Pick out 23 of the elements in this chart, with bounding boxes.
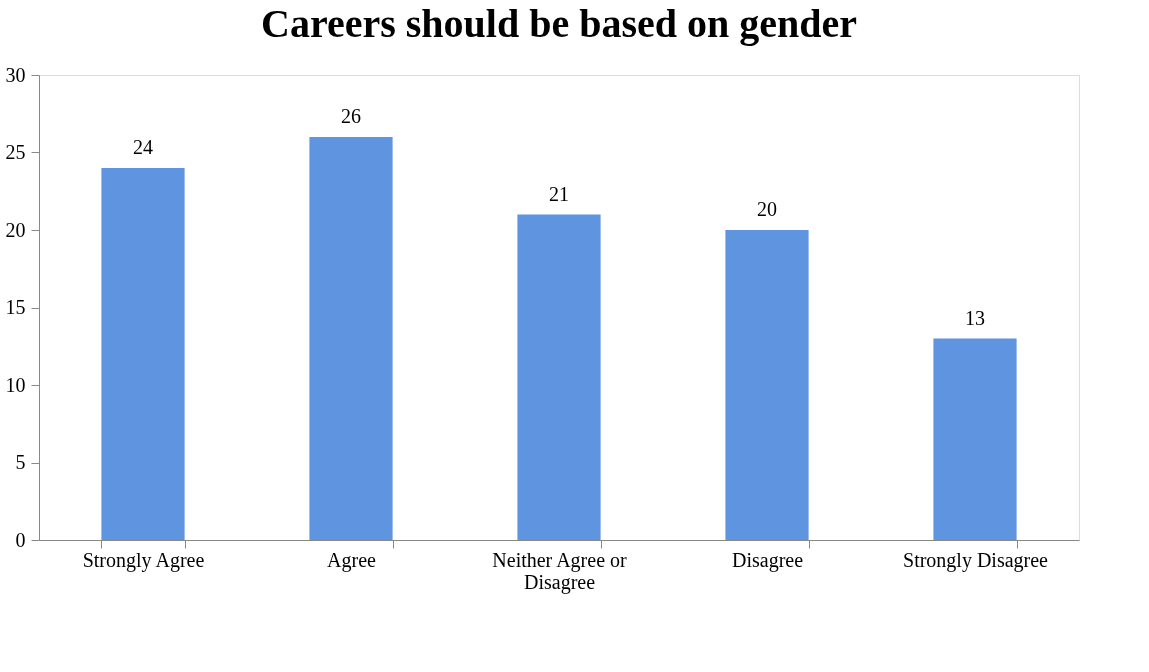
y-tick-label: 0 bbox=[15, 528, 26, 551]
bar bbox=[517, 214, 601, 540]
bar bbox=[933, 338, 1017, 540]
x-tick-label: Disagree bbox=[731, 548, 804, 572]
bar bbox=[725, 230, 809, 540]
data-label: 24 bbox=[133, 136, 153, 158]
data-label: 26 bbox=[341, 105, 361, 127]
x-tick-label: Agree bbox=[327, 548, 377, 572]
bar bbox=[101, 168, 185, 540]
x-tick-label: Strongly Disagree bbox=[903, 548, 1049, 572]
y-tick-label: 30 bbox=[5, 63, 26, 86]
y-tick-label: 25 bbox=[5, 141, 26, 163]
y-tick-label: 15 bbox=[5, 296, 26, 318]
data-label: 21 bbox=[549, 182, 569, 205]
chart-title: Careers should be based on gender bbox=[261, 1, 857, 46]
x-tick-label: Neither Agree or Disagree bbox=[492, 548, 628, 594]
data-label: 13 bbox=[965, 306, 985, 329]
data-label: 20 bbox=[757, 198, 777, 220]
bar bbox=[309, 137, 393, 540]
y-tick-label: 5 bbox=[15, 451, 26, 473]
y-tick-label: 10 bbox=[5, 373, 26, 396]
y-tick-label: 20 bbox=[5, 218, 26, 241]
x-tick-label: Strongly Agree bbox=[82, 548, 205, 572]
